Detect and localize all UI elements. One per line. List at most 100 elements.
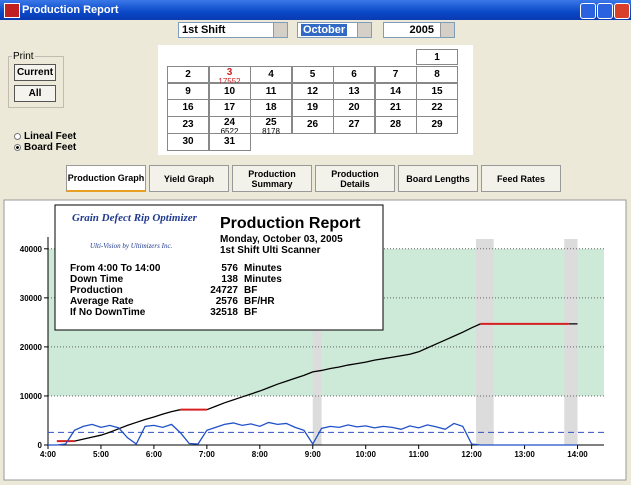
x-tick-label: 8:00 [252, 450, 269, 459]
calendar-day[interactable]: 15 [416, 82, 458, 101]
calendar-day[interactable]: 8 [416, 65, 458, 84]
report-date: Monday, October 03, 2005 [220, 234, 343, 245]
calendar-day[interactable]: 4 [250, 65, 292, 84]
print-label: Print [12, 51, 35, 62]
day-number: 21 [389, 102, 402, 114]
year-spinner[interactable]: 2005 [383, 22, 455, 38]
calendar-day[interactable]: 26 [291, 116, 334, 134]
calendar-day[interactable]: 18 [250, 99, 292, 117]
calendar-day[interactable]: 16 [167, 99, 209, 117]
day-number: 13 [348, 85, 360, 97]
calendar-day[interactable]: 31 [208, 133, 251, 151]
calendar-day[interactable]: 2 [167, 65, 209, 84]
calendar-day[interactable]: 23 [167, 116, 209, 134]
y-tick-label: 0 [38, 441, 43, 450]
spin-buttons[interactable] [440, 23, 454, 37]
day-number: 31 [223, 136, 236, 147]
tab[interactable]: Production Details [315, 165, 395, 192]
calendar-day[interactable]: 19 [291, 99, 334, 117]
calendar-day[interactable]: 3 17552 [208, 65, 251, 85]
report-shift: 1st Shift Ulti Scanner [220, 245, 321, 256]
radio-label: Lineal Feet [24, 131, 77, 142]
calendar-day[interactable]: 21 [374, 99, 417, 117]
calendar-day[interactable]: 22 [416, 99, 458, 117]
tab[interactable]: Board Lengths [398, 165, 478, 192]
tab[interactable]: Feed Rates [481, 165, 561, 192]
month-select[interactable]: October [297, 22, 372, 38]
calendar-day[interactable]: 12 [291, 82, 334, 101]
stat-unit: BF [244, 307, 257, 318]
product-name: Grain Defect Rip Optimizer [72, 212, 198, 224]
x-tick-label: 6:00 [146, 450, 163, 459]
print-current-button[interactable]: Current [14, 64, 56, 81]
calendar-day[interactable]: 9 [167, 82, 209, 101]
calendar-day[interactable]: 28 [374, 116, 417, 134]
calendar-day[interactable]: 10 [208, 82, 251, 101]
maximize-button[interactable] [597, 3, 613, 19]
day-number: 26 [306, 119, 319, 131]
report-box [54, 204, 384, 331]
dropdown-arrow[interactable] [357, 23, 371, 37]
stat-value: 138 [221, 274, 238, 285]
series-line [56, 322, 569, 443]
close-button[interactable] [614, 3, 630, 19]
calendar-day[interactable]: 24 6522 [208, 116, 251, 136]
day-number: 29 [431, 119, 443, 131]
day-number: 4 [268, 68, 274, 80]
x-tick-label: 12:00 [461, 450, 482, 459]
minimize-button[interactable] [580, 3, 596, 19]
shift-select[interactable]: 1st Shift [178, 22, 288, 38]
year-value: 2005 [409, 24, 434, 36]
day-number: 11 [265, 85, 277, 97]
calendar-day[interactable]: 30 [167, 133, 209, 151]
print-all-button[interactable]: All [14, 85, 56, 102]
stat-unit: Minutes [244, 274, 282, 285]
calendar-day[interactable]: 1 [416, 49, 458, 65]
radio-dot[interactable] [14, 144, 21, 151]
calendar-day[interactable]: 5 [291, 65, 334, 84]
stat-value: 24727 [210, 285, 238, 296]
calendar-day[interactable]: 25 8178 [250, 116, 292, 137]
tab[interactable]: Production Summary [232, 165, 312, 192]
day-number: 18 [265, 102, 277, 114]
calendar-day[interactable]: 17 [208, 99, 251, 117]
y-tick-label: 20000 [20, 343, 43, 352]
day-number: 20 [348, 102, 360, 114]
radio-dot[interactable] [14, 133, 21, 140]
stat-value: 2576 [216, 296, 239, 307]
calendar-day[interactable]: 20 [333, 99, 375, 117]
day-number: 17 [223, 102, 236, 114]
calendar-day[interactable]: 11 [250, 82, 292, 101]
day-number: 6 [351, 68, 357, 80]
day-production: 8178 [262, 127, 280, 137]
unit-radio[interactable]: Board Feet [14, 142, 76, 153]
day-number: 5 [309, 68, 316, 80]
x-tick-label: 11:00 [409, 450, 430, 459]
x-tick-label: 13:00 [514, 450, 535, 459]
y-tick-label: 30000 [20, 294, 43, 303]
tab[interactable]: Yield Graph [149, 165, 229, 192]
stat-unit: BF/HR [244, 296, 275, 307]
unit-radio[interactable]: Lineal Feet [14, 131, 76, 142]
day-number: 23 [182, 119, 194, 131]
calendar: 1 2 3 17552 4 5 6 7 8 9 10 11 12 13 14 15 16 17 18 19 20 21 22… [158, 45, 473, 155]
downtime-band [476, 239, 494, 445]
y-tick-label: 40000 [20, 245, 43, 254]
calendar-day[interactable]: 13 [333, 82, 375, 101]
day-number: 2 [185, 68, 191, 80]
day-number: 3 [226, 66, 233, 78]
x-tick-label: 9:00 [305, 450, 322, 459]
calendar-day[interactable]: 29 [416, 116, 458, 134]
day-number: 16 [182, 102, 194, 114]
dropdown-arrow[interactable] [273, 23, 287, 37]
day-number: 19 [306, 102, 319, 114]
stat-label: Production [70, 285, 123, 296]
calendar-day[interactable]: 6 [333, 65, 375, 84]
calendar-day[interactable]: 27 [333, 116, 375, 134]
window-title: Production Report [22, 4, 119, 16]
radio-label: Board Feet [24, 142, 77, 153]
calendar-day[interactable]: 14 [374, 82, 417, 101]
tab[interactable]: Production Graph [66, 165, 146, 192]
calendar-day[interactable]: 7 [374, 65, 417, 84]
